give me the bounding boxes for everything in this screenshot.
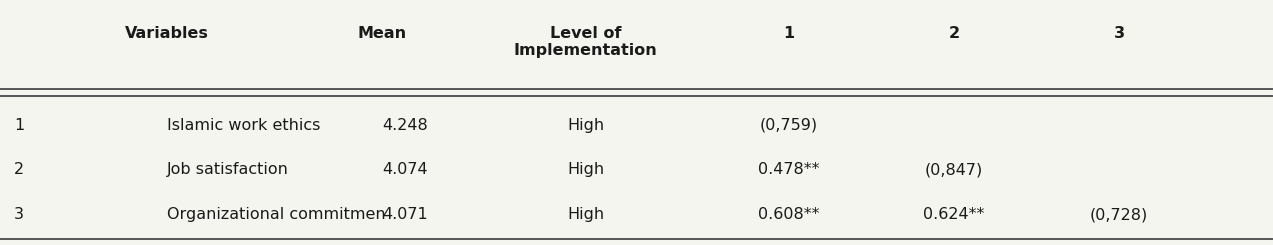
Text: Organizational commitmen: Organizational commitmen <box>167 207 386 222</box>
Text: 1: 1 <box>783 26 794 41</box>
Text: Variables: Variables <box>125 26 209 41</box>
Text: 0.608**: 0.608** <box>759 207 820 222</box>
Text: 4.071: 4.071 <box>382 207 428 222</box>
Text: High: High <box>568 207 605 222</box>
Text: Job satisfaction: Job satisfaction <box>167 162 289 177</box>
Text: 4.248: 4.248 <box>382 118 428 133</box>
Text: High: High <box>568 162 605 177</box>
Text: (0,759): (0,759) <box>760 118 819 133</box>
Text: (0,728): (0,728) <box>1090 207 1148 222</box>
Text: 0.624**: 0.624** <box>923 207 985 222</box>
Text: 4.074: 4.074 <box>382 162 428 177</box>
Text: 3: 3 <box>14 207 24 222</box>
Text: 0.478**: 0.478** <box>759 162 820 177</box>
Text: (0,847): (0,847) <box>925 162 983 177</box>
Text: Level of
Implementation: Level of Implementation <box>514 26 658 58</box>
Text: 2: 2 <box>948 26 960 41</box>
Text: 2: 2 <box>14 162 24 177</box>
Text: 1: 1 <box>14 118 24 133</box>
Text: Islamic work ethics: Islamic work ethics <box>167 118 320 133</box>
Text: High: High <box>568 118 605 133</box>
Text: Mean: Mean <box>358 26 407 41</box>
Text: 3: 3 <box>1114 26 1125 41</box>
